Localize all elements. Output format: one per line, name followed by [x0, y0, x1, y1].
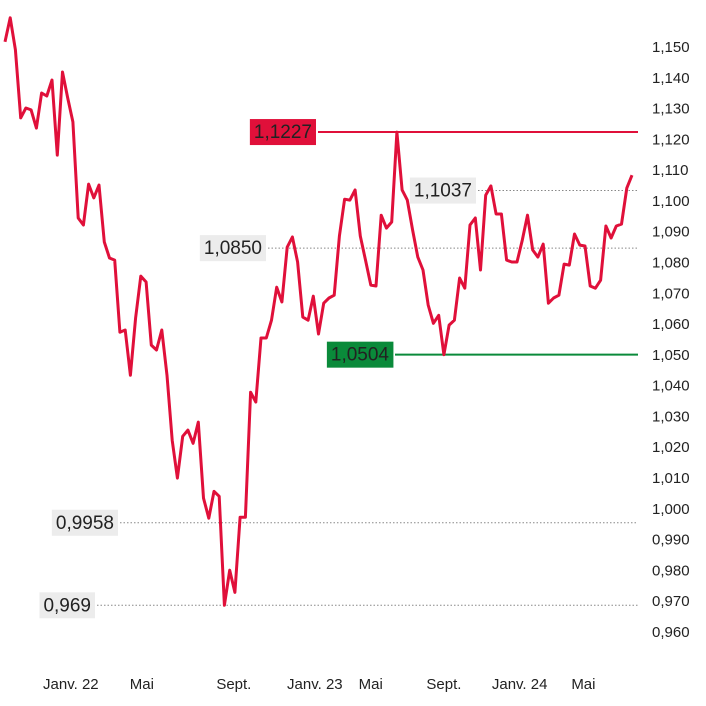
reference-label: 1,0850	[204, 238, 262, 259]
x-tick-label: Sept.	[426, 676, 461, 693]
y-tick-label: 1,120	[652, 131, 690, 148]
reference-label-box	[39, 592, 95, 619]
reference-label-box	[249, 119, 316, 146]
x-tick-label: Sept.	[216, 676, 251, 693]
y-tick-label: 1,150	[652, 39, 690, 56]
y-tick-label: 1,050	[652, 347, 690, 364]
price-line	[3, 16, 634, 607]
x-tick-label: Janv. 22	[43, 676, 99, 693]
y-tick-label: 1,130	[652, 101, 690, 118]
y-tick-label: 1,060	[652, 316, 690, 333]
y-tick-label: 1,100	[652, 193, 690, 210]
y-tick-label: 0,970	[652, 593, 690, 610]
reference-label: 1,1037	[414, 181, 472, 202]
y-tick-label: 1,110	[652, 162, 688, 179]
x-tick-label: Janv. 23	[287, 676, 343, 693]
reference-label: 1,1227	[254, 122, 312, 143]
y-tick-label: 1,010	[652, 470, 690, 487]
reference-label-box	[51, 509, 118, 536]
reference-label-box	[409, 177, 476, 204]
x-tick-label: Mai	[130, 676, 154, 693]
reference-label: 0,9958	[56, 513, 114, 534]
y-tick-label: 1,080	[652, 254, 690, 271]
x-tick-label: Mai	[359, 676, 383, 693]
y-tick-label: 1,000	[652, 501, 690, 518]
reference-label: 0,969	[43, 595, 91, 616]
y-tick-label: 1,090	[652, 224, 690, 241]
y-tick-label: 1,140	[652, 70, 690, 87]
reference-label-box	[326, 341, 394, 368]
y-tick-label: 1,020	[652, 439, 690, 456]
y-tick-label: 1,040	[652, 378, 690, 395]
reference-label: 1,0504	[331, 345, 390, 366]
y-tick-label: 0,980	[652, 562, 690, 579]
x-tick-label: Mai	[571, 676, 595, 693]
reference-label-box	[199, 235, 266, 262]
y-tick-label: 0,960	[652, 624, 690, 641]
y-tick-label: 1,070	[652, 285, 690, 302]
y-tick-label: 0,990	[652, 532, 690, 549]
y-tick-label: 1,030	[652, 408, 690, 425]
x-tick-label: Janv. 24	[492, 676, 548, 693]
